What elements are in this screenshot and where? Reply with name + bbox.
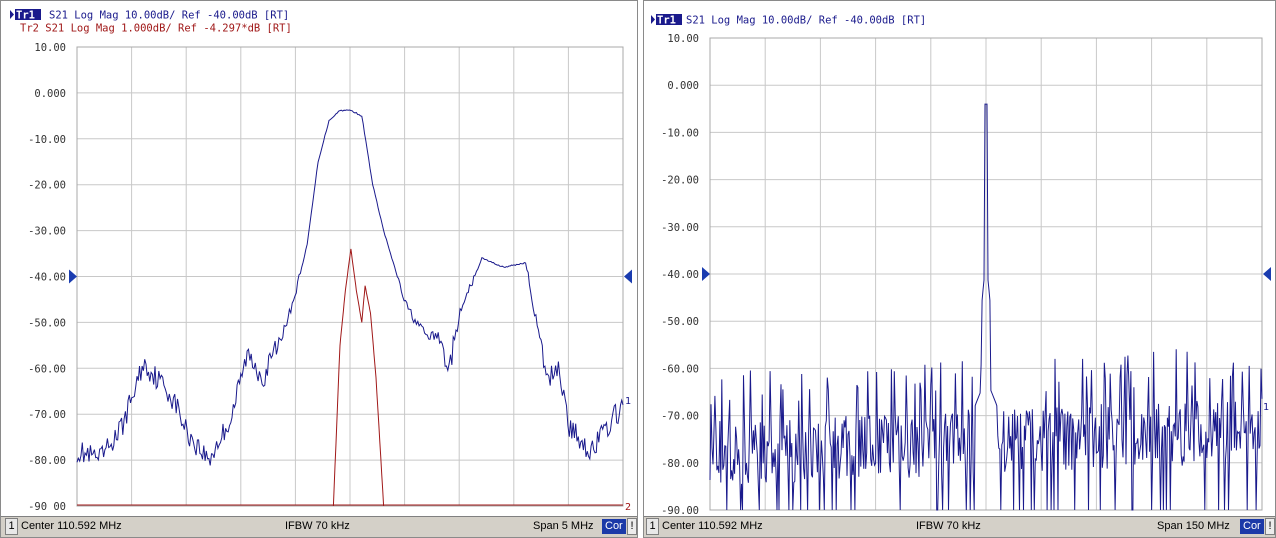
span-value[interactable]: Span 5 MHz <box>533 520 594 532</box>
right-status-bar: 1 Center 110.592 MHz IFBW 70 kHz Span 15… <box>644 516 1275 537</box>
ref-level-left-icon[interactable] <box>702 267 710 281</box>
tr1-badge[interactable]: Tr1 <box>657 15 676 27</box>
channel-number[interactable]: 1 <box>5 518 18 535</box>
y-tick-label: -70.00 <box>28 409 66 421</box>
y-tick-label: 0.000 <box>667 80 699 92</box>
correction-badge[interactable]: Cor <box>602 519 626 534</box>
y-tick-label: -80.00 <box>28 455 66 467</box>
right-chart-traces <box>709 103 1263 511</box>
y-tick-label: 10.00 <box>667 33 699 45</box>
left-chart-header: Tr1 S21 Log Mag 10.00dB/ Ref -40.00dB [R… <box>10 9 292 35</box>
y-tick-label: -20.00 <box>661 175 699 187</box>
warning-indicator-icon: ! <box>627 518 637 535</box>
right-chart-ref-markers <box>702 267 1271 281</box>
y-tick-label: -20.00 <box>28 180 66 192</box>
center-frequency[interactable]: Center 110.592 MHz <box>662 520 763 532</box>
y-tick-label: -40.00 <box>28 272 66 284</box>
right-chart-grid <box>709 37 1263 511</box>
left-chart-plot: 10.00 0.000 -10.00 -20.00 -30.00 -40.00 -50.00… <box>10 9 632 513</box>
y-tick-label: -50.00 <box>661 316 699 328</box>
center-frequency[interactable]: Center 110.592 MHz <box>21 520 122 532</box>
y-tick-label: -80.00 <box>661 458 699 470</box>
trace-tr1 <box>709 103 1263 511</box>
y-tick-label: -90 00 <box>28 501 66 513</box>
tr1-badge-bg[interactable] <box>656 14 682 25</box>
ifbw-value[interactable]: IFBW 70 kHz <box>285 520 350 532</box>
y-tick-label: -70.00 <box>661 411 699 423</box>
y-tick-label: -10.00 <box>28 134 66 146</box>
trace-tr2 <box>332 248 385 507</box>
y-tick-label: 0.000 <box>34 88 66 100</box>
right-chart-header: Tr1 S21 Log Mag 10.00dB/ Ref -40.00dB [R… <box>651 14 926 27</box>
warning-indicator-icon: ! <box>1265 518 1275 535</box>
tr1-badge[interactable]: Tr1 <box>16 10 35 22</box>
left-chart-window[interactable]: 10.00 0.000 -10.00 -20.00 -30.00 -40.00 -50.00… <box>0 0 638 538</box>
tr2-trace-end-marker: 2 <box>625 502 631 513</box>
y-tick-label: -90.00 <box>661 505 699 517</box>
ifbw-value[interactable]: IFBW 70 kHz <box>916 520 981 532</box>
left-chart-y-ticks: 10.00 0.000 -10.00 -20.00 -30.00 -40.00 -50.00… <box>28 42 66 513</box>
tr1-trace-end-marker: 1 <box>625 396 631 407</box>
ref-level-right-icon[interactable] <box>624 269 632 284</box>
y-tick-label: 10.00 <box>34 42 66 54</box>
y-tick-label: -60.00 <box>661 363 699 375</box>
right-chart-window[interactable]: 10.00 0.000 -10.00 -20.00 -30.00 -40.00 -50.00… <box>643 0 1276 538</box>
correction-badge[interactable]: Cor <box>1240 519 1264 534</box>
tr1-badge-bg[interactable] <box>15 9 41 20</box>
right-chart-plot: 10.00 0.000 -10.00 -20.00 -30.00 -40.00 -50.00… <box>651 14 1271 517</box>
y-tick-label: -10.00 <box>661 127 699 139</box>
left-status-bar: 1 Center 110.592 MHz IFBW 70 kHz Span 5 … <box>1 516 637 537</box>
ref-level-right-icon[interactable] <box>1263 267 1271 281</box>
active-trace-arrow-icon <box>651 15 655 24</box>
y-tick-label: -50.00 <box>28 317 66 329</box>
ref-level-left-icon[interactable] <box>69 269 77 284</box>
span-value[interactable]: Span 150 MHz <box>1157 520 1230 532</box>
y-tick-label: -40.00 <box>661 269 699 281</box>
right-chart-y-ticks: 10.00 0.000 -10.00 -20.00 -30.00 -40.00 -50.00… <box>661 33 699 517</box>
left-chart-grid <box>76 46 624 507</box>
trace-tr1 <box>76 109 624 466</box>
left-chart-traces <box>76 109 624 507</box>
left-chart-ref-markers <box>69 269 632 284</box>
tr1-header-text: S21 Log Mag 10.00dB/ Ref -40.00dB [RT] <box>49 10 289 22</box>
tr1-trace-end-marker: 1 <box>1263 402 1269 413</box>
y-tick-label: -30.00 <box>28 226 66 238</box>
y-tick-label: -30.00 <box>661 222 699 234</box>
channel-number[interactable]: 1 <box>646 518 659 535</box>
tr2-header-text[interactable]: Tr2 S21 Log Mag 1.000dB/ Ref -4.297*dB [… <box>20 23 292 35</box>
y-tick-label: -60.00 <box>28 363 66 375</box>
tr1-header-text: S21 Log Mag 10.00dB/ Ref -40.00dB [RT] <box>686 15 926 27</box>
active-trace-arrow-icon <box>10 10 14 19</box>
